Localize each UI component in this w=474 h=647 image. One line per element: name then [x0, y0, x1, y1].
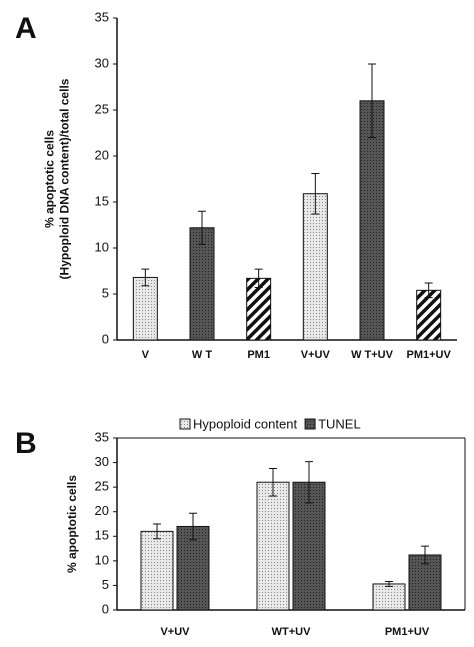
y-tick-label: 35: [95, 9, 109, 24]
x-tick-label: W T+UV: [351, 349, 394, 361]
error-bar: [368, 63, 376, 139]
y-tick-label: 20: [95, 147, 109, 162]
error-bar: [141, 268, 150, 287]
y-tick-label: 15: [95, 193, 109, 208]
x-tick-label: WT+UV: [272, 626, 311, 638]
y-tick-label: 5: [102, 577, 109, 592]
x-tick-label: PM1+UV: [407, 349, 452, 361]
error-bar: [254, 268, 263, 289]
y-tick-label: 20: [95, 503, 109, 518]
y-tick-label: 35: [95, 429, 109, 444]
bar: [140, 530, 174, 611]
panel-label: A: [15, 12, 37, 45]
legend-label: TUNEL: [318, 416, 361, 431]
y-tick-label: 30: [95, 454, 109, 469]
x-tick-label: PM1: [247, 349, 270, 361]
error-bar: [153, 523, 161, 540]
x-tick-label: V+UV: [301, 349, 331, 361]
y-axis-label: (Hypoploid DNA content)/total cells: [58, 78, 72, 279]
bar: [189, 227, 215, 341]
bar: [416, 289, 442, 341]
x-tick-label: PM1+UV: [385, 626, 430, 638]
error-bar: [269, 467, 277, 497]
x-tick-label: W T: [192, 349, 212, 361]
y-axis-label: % apoptotic cells: [65, 475, 79, 573]
error-bar: [305, 461, 313, 504]
error-bar: [421, 545, 429, 565]
y-tick-label: 10: [95, 239, 109, 254]
y-tick-label: 25: [95, 101, 109, 116]
error-bar: [311, 172, 320, 215]
bar: [132, 276, 158, 341]
y-tick-label: 5: [102, 285, 109, 300]
y-axis-label: % apoptotic cells: [43, 130, 57, 228]
y-tick-label: 10: [95, 552, 109, 567]
legend-swatch: [179, 418, 191, 430]
x-tick-label: V: [142, 349, 150, 361]
y-tick-label: 25: [95, 479, 109, 494]
y-tick-label: 15: [95, 528, 109, 543]
y-tick-label: 0: [102, 601, 109, 616]
y-tick-label: 0: [102, 331, 109, 346]
legend-swatch: [304, 418, 316, 430]
error-bar: [385, 580, 393, 587]
error-bar: [424, 282, 433, 299]
y-tick-label: 30: [95, 55, 109, 70]
error-bar: [198, 210, 206, 245]
legend-label: Hypoploid content: [193, 416, 297, 431]
error-bar: [189, 512, 197, 541]
bar: [256, 481, 290, 611]
bar: [359, 100, 385, 341]
panel-label: B: [15, 427, 37, 460]
x-tick-label: V+UV: [160, 626, 190, 638]
bar: [302, 193, 328, 341]
bar: [372, 583, 406, 611]
